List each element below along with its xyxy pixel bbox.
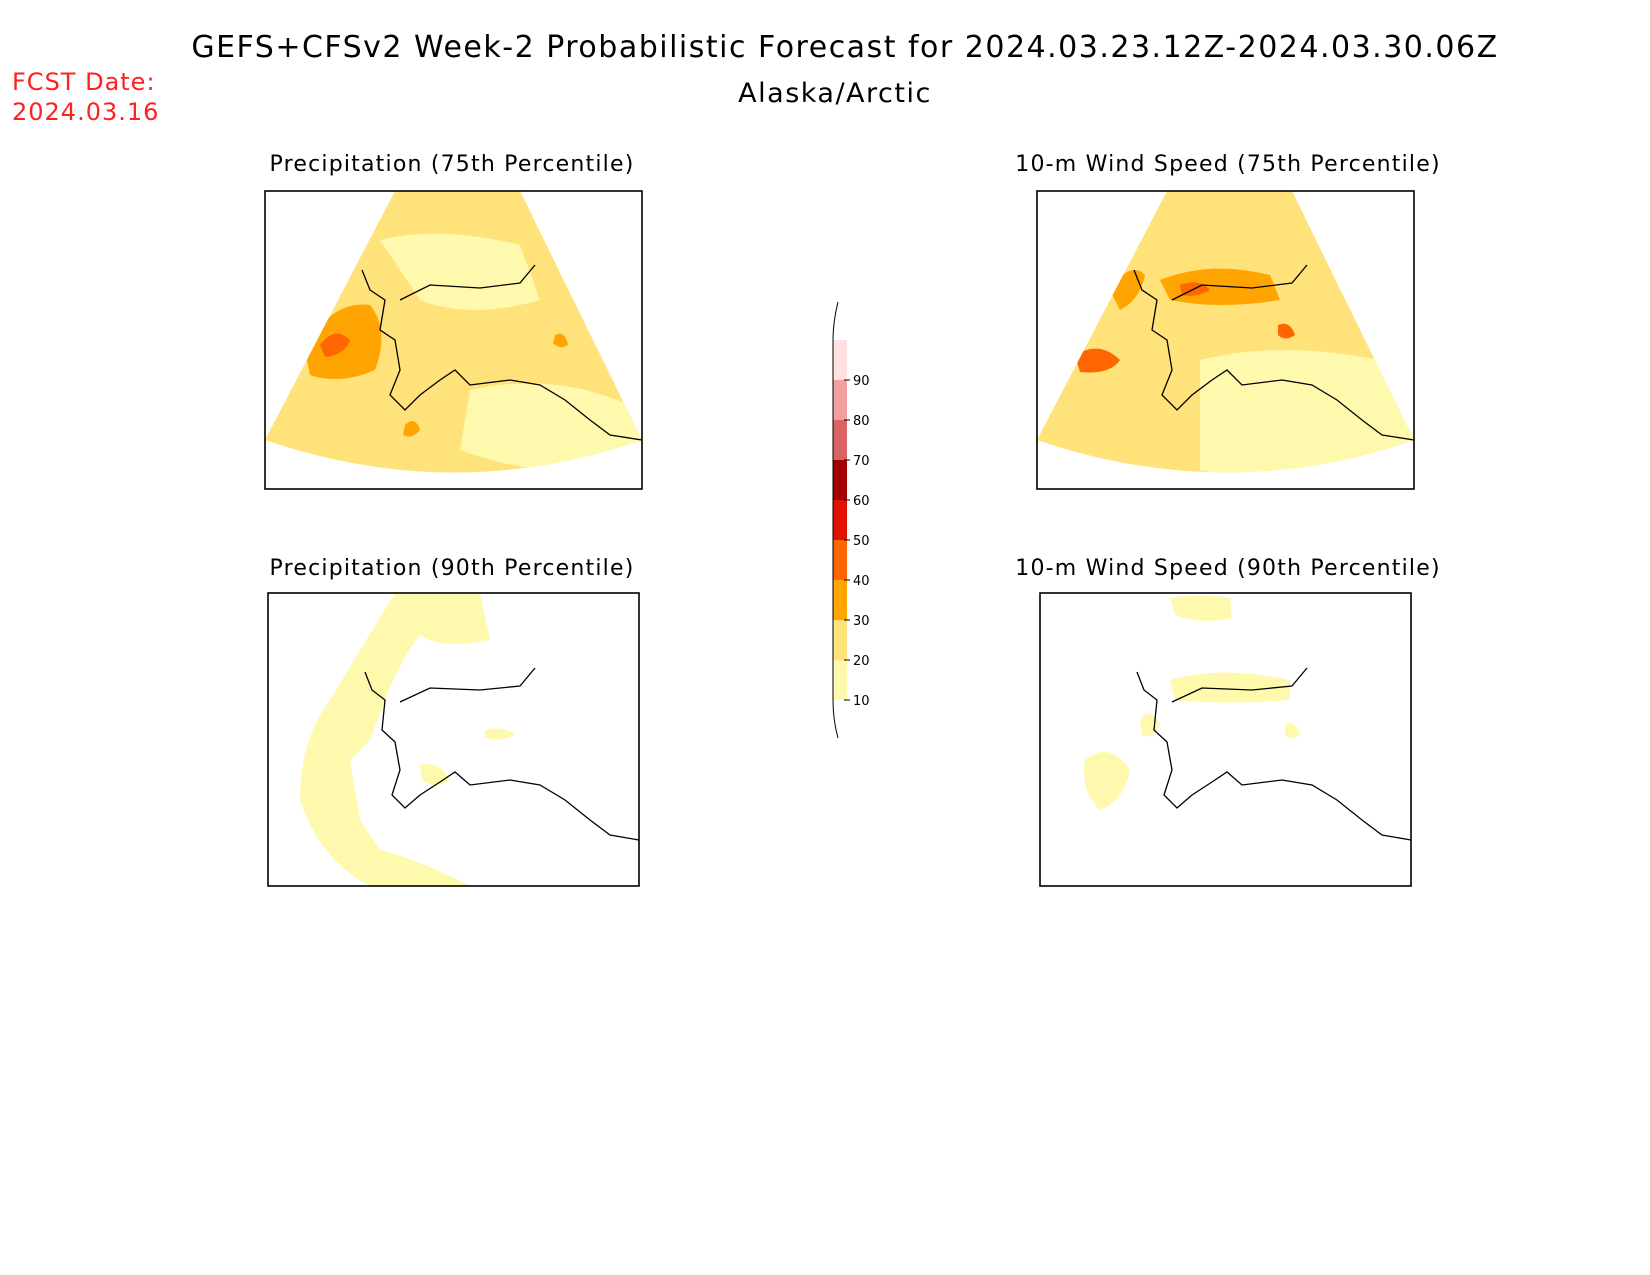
shading-30-40 <box>553 333 568 348</box>
shading-40-50 <box>320 333 350 357</box>
shading-30-40 <box>403 421 420 437</box>
colorbar-swatch-30 <box>833 580 847 620</box>
shading-10-20 <box>300 593 490 886</box>
frame-wind-90 <box>1039 592 1412 887</box>
colorbar-label-50: 50 <box>853 534 870 549</box>
coastline <box>364 667 639 841</box>
map-wind-75 <box>1037 191 1414 473</box>
shading-10-20 <box>460 383 640 473</box>
colorbar-swatch-60 <box>833 460 847 500</box>
colorbar-label-70: 70 <box>853 454 870 469</box>
coastline <box>1133 264 1414 441</box>
shading-10-20 <box>420 764 450 785</box>
map-wind-90 <box>1084 595 1411 841</box>
colorbar-label-30: 30 <box>853 614 870 629</box>
map-precip-75 <box>265 191 642 473</box>
frame-precip-75 <box>264 190 643 490</box>
panel-title-precip-75: Precipitation (75th Percentile) <box>269 152 635 177</box>
colorbar-tail-low <box>832 699 839 739</box>
colorbar-label-80: 80 <box>853 414 870 429</box>
colorbar-label-60: 60 <box>853 494 870 509</box>
colorbar-swatch-70 <box>833 420 847 460</box>
main-title: GEFS+CFSv2 Week-2 Probabilistic Forecast… <box>191 30 1499 65</box>
forecast-date-value: 2024.03.16 <box>12 98 160 126</box>
shading-40-50 <box>1278 323 1295 339</box>
forecast-date-label: FCST Date: <box>12 68 156 96</box>
colorbar-label-40: 40 <box>853 574 870 589</box>
frame-wind-75 <box>1036 190 1415 490</box>
colorbar-tail-high <box>832 301 839 700</box>
colorbar: 10 20 30 40 50 60 70 80 90 <box>832 301 870 739</box>
shading-10-20 <box>1084 752 1130 810</box>
colorbar-swatch-80 <box>833 380 847 420</box>
panel-title-wind-90: 10-m Wind Speed (90th Percentile) <box>1015 556 1441 581</box>
colorbar-swatch-20 <box>833 620 847 660</box>
shading-10-20 <box>1285 722 1300 739</box>
coastline <box>361 264 642 441</box>
shading-10-20 <box>1170 595 1232 621</box>
region-label: Alaska/Arctic <box>738 78 932 109</box>
colorbar-label-90: 90 <box>853 374 870 389</box>
panel-title-precip-90: Precipitation (90th Percentile) <box>269 556 635 581</box>
panel-title-wind-75: 10-m Wind Speed (75th Percentile) <box>1015 152 1441 177</box>
shading-10-20 <box>485 728 515 740</box>
colorbar-swatch-90 <box>833 340 847 380</box>
shading-20-30 <box>265 191 642 473</box>
shading-10-20 <box>1170 672 1290 703</box>
colorbar-label-10: 10 <box>853 694 870 709</box>
shading-30-40 <box>1160 268 1280 305</box>
coastline <box>1136 667 1411 841</box>
frame-precip-90 <box>267 592 640 887</box>
map-precip-90 <box>300 593 639 886</box>
shading-10-20 <box>380 233 540 310</box>
colorbar-swatch-40 <box>833 540 847 580</box>
colorbar-swatch-50 <box>833 500 847 540</box>
shading-40-50 <box>1075 348 1120 373</box>
colorbar-label-20: 20 <box>853 654 870 669</box>
shading-10-20 <box>1200 350 1414 473</box>
colorbar-swatch-10 <box>833 660 847 700</box>
